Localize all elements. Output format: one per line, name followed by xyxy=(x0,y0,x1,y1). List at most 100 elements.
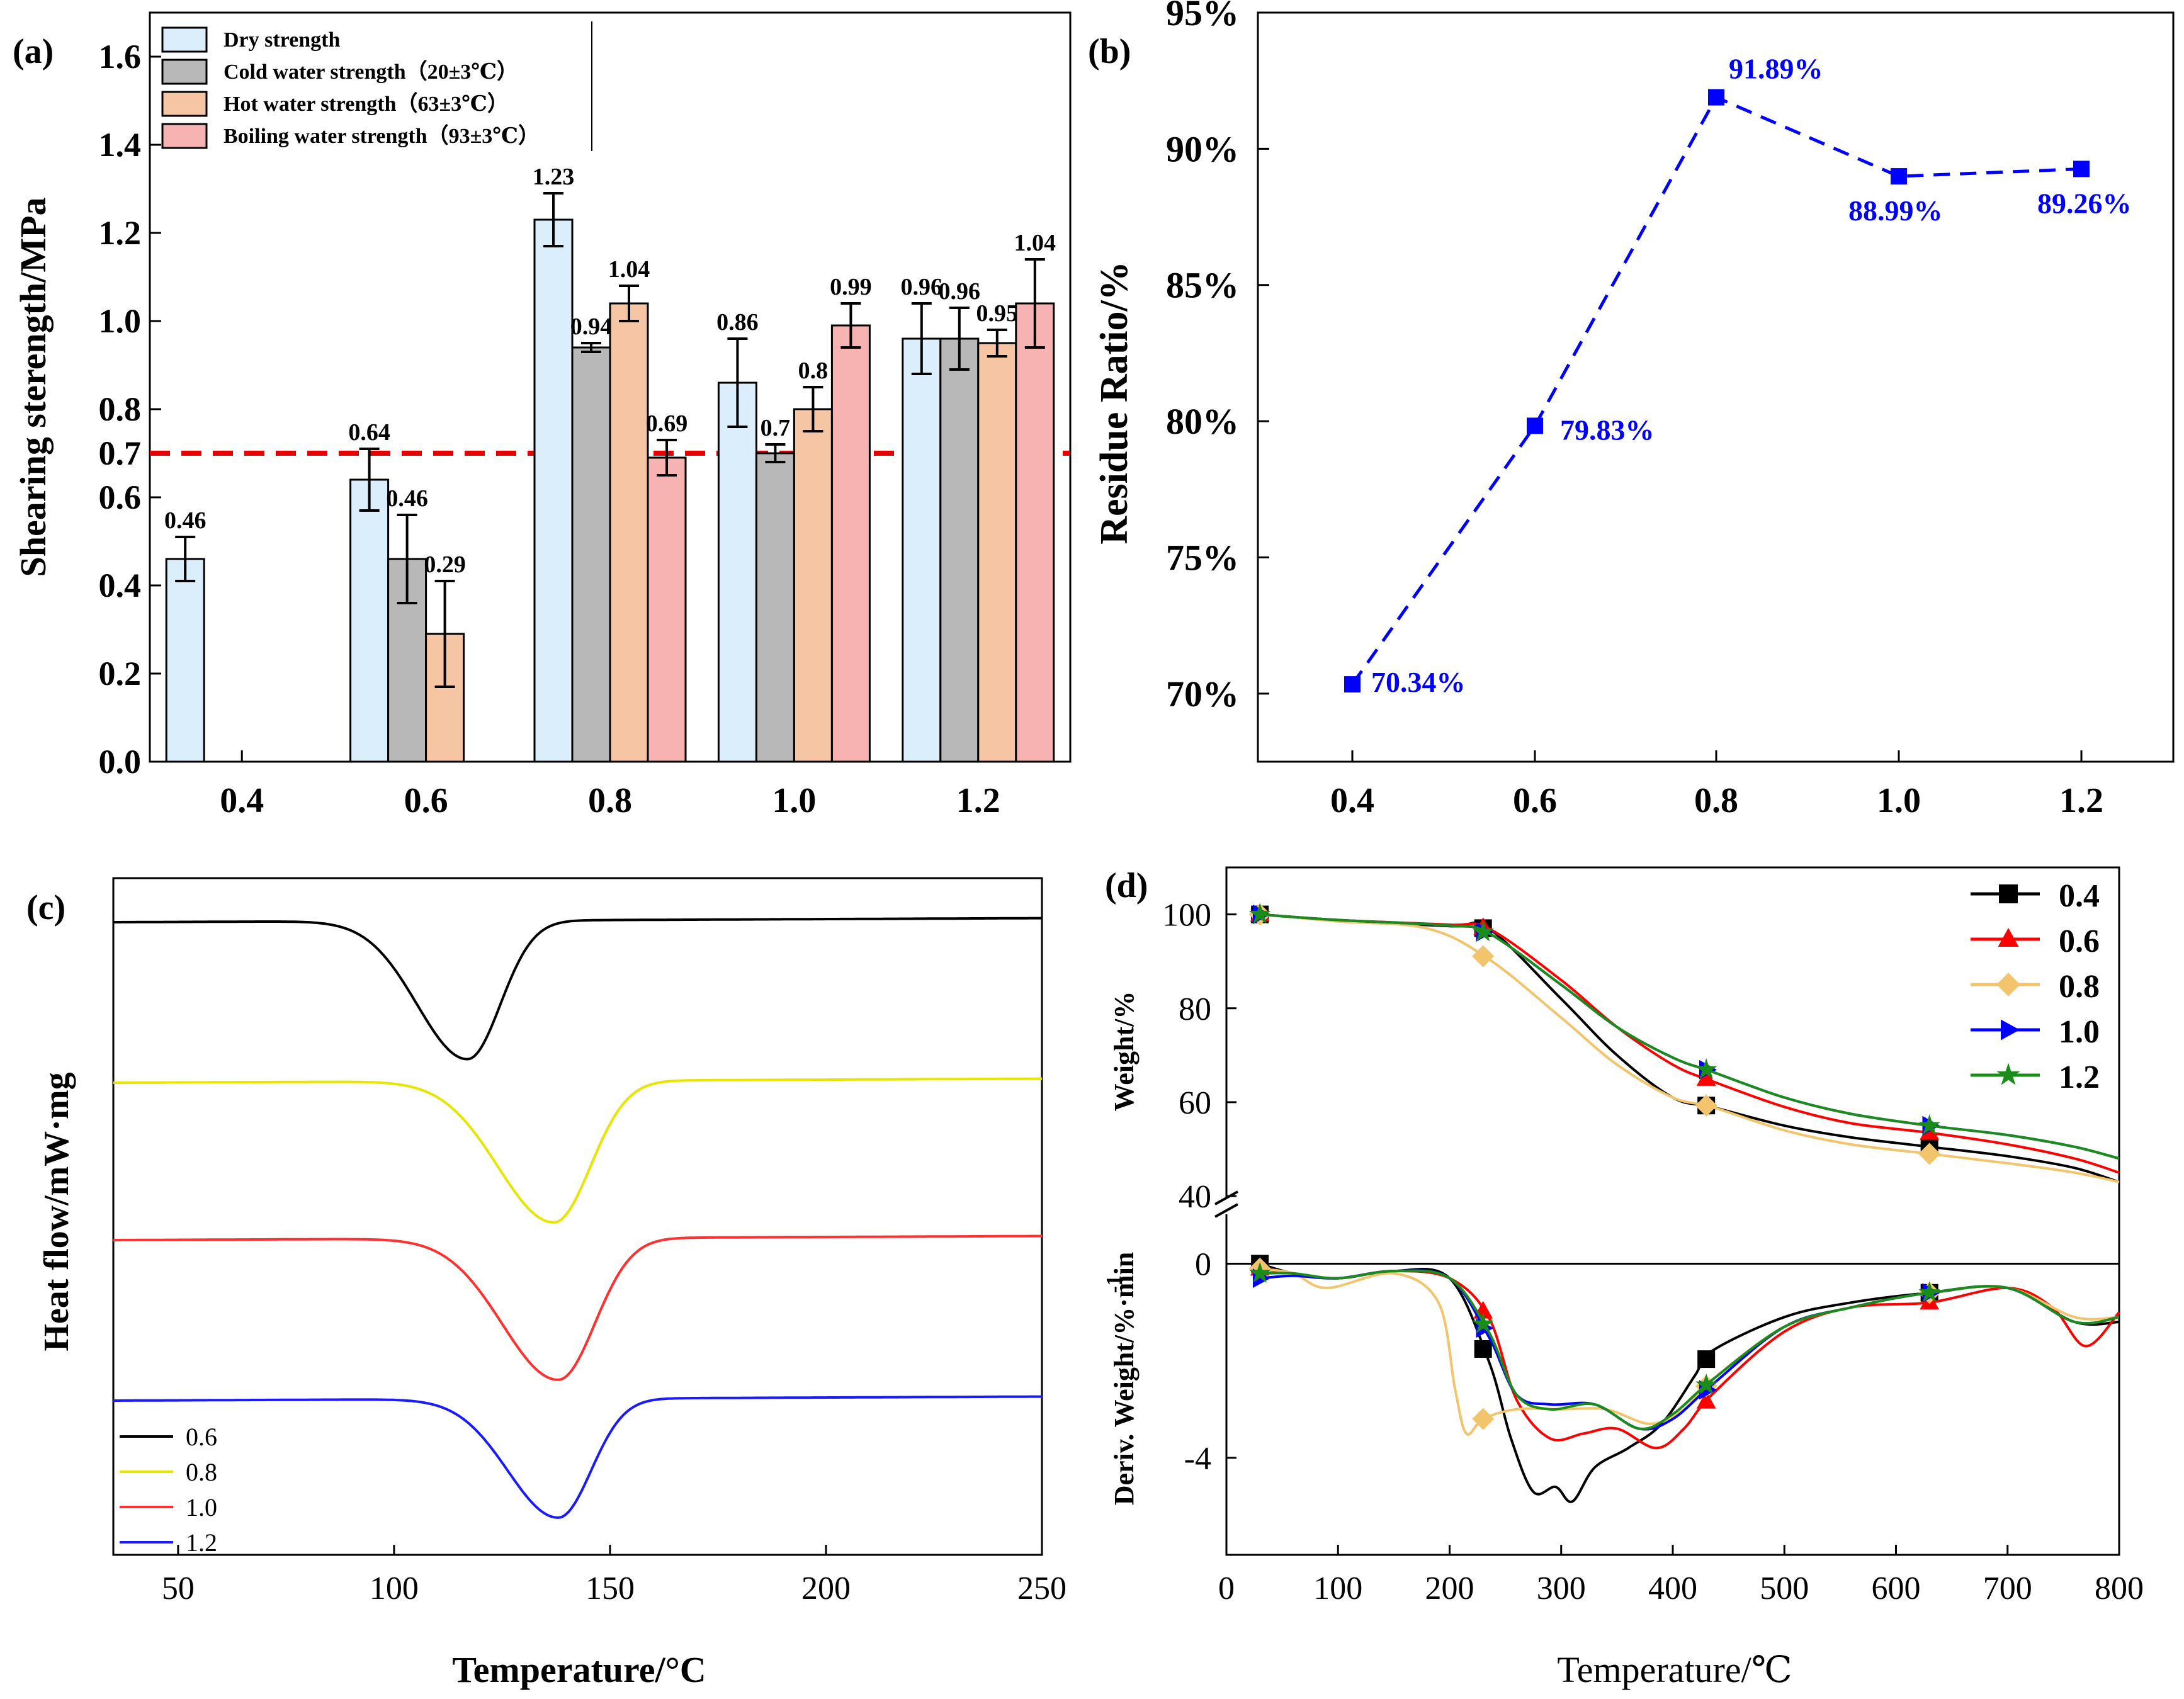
tga-marker xyxy=(1696,1068,1716,1086)
x-tick-label: 0 xyxy=(1218,1571,1235,1606)
legend-label: Dry strength xyxy=(223,28,340,52)
legend-label: 0.4 xyxy=(2059,878,2100,914)
bar-value-label: 0.96 xyxy=(901,274,943,300)
y-tick-label: 0.7 xyxy=(99,434,142,472)
panel-label: (b) xyxy=(1088,32,1131,71)
plot-frame xyxy=(112,877,1043,1556)
dtg-marker xyxy=(1697,1350,1716,1369)
y-tick-label: 80% xyxy=(1166,401,1239,442)
legend-label: 1.0 xyxy=(186,1493,217,1521)
bar xyxy=(755,452,795,763)
y-tick-label: 0 xyxy=(1195,1247,1211,1283)
data-point xyxy=(2073,161,2090,178)
y-tick-label: 1.4 xyxy=(99,126,142,164)
legend-label: Boiling water strength（93±3℃） xyxy=(223,123,540,148)
bar xyxy=(793,408,833,763)
x-tick-label: 0.8 xyxy=(588,781,632,820)
y-axis-label: Shearing sterength/MPa xyxy=(13,197,54,577)
panel-label: (d) xyxy=(1105,866,1148,905)
panel-label: (a) xyxy=(13,32,54,71)
x-tick-label: 200 xyxy=(1425,1571,1474,1606)
bar xyxy=(717,381,757,763)
legend-label: 1.2 xyxy=(186,1528,217,1557)
dsc-curve xyxy=(113,1234,1043,1381)
tga-curve xyxy=(1260,913,2120,1160)
y-tick-label: 0.2 xyxy=(99,655,142,692)
legend-marker xyxy=(1999,884,2018,903)
data-label: 88.99% xyxy=(1848,195,1943,227)
y-tick-label: 40 xyxy=(1179,1179,1211,1215)
bar xyxy=(977,342,1017,763)
bar xyxy=(533,218,574,763)
legend-label: 0.8 xyxy=(2059,969,2100,1005)
legend-label: 1.2 xyxy=(2059,1059,2100,1095)
bar xyxy=(609,302,649,763)
bar-value-label: 0.99 xyxy=(830,274,872,300)
tga-marker xyxy=(1918,1143,1941,1165)
x-tick-label: 1.2 xyxy=(956,781,1000,820)
bar xyxy=(830,324,871,763)
y-tick-label: 60 xyxy=(1179,1085,1211,1121)
bar-value-label: 0.96 xyxy=(939,278,981,305)
data-label: 91.89% xyxy=(1729,53,1823,85)
bar-value-label: 0.64 xyxy=(348,419,390,446)
x-axis-label: Temperature/℃ xyxy=(1557,1649,1792,1690)
x-tick-label: 600 xyxy=(1872,1571,1921,1606)
dsc-curve xyxy=(113,1077,1043,1224)
tga-marker xyxy=(1248,903,1271,924)
x-tick-label: 100 xyxy=(370,1571,419,1606)
x-tick-label: 250 xyxy=(1017,1571,1067,1606)
x-tick-label: 1.0 xyxy=(1877,781,1921,820)
y-axis-label: Residue Ratio/% xyxy=(1093,261,1136,545)
x-tick-label: 50 xyxy=(162,1571,195,1606)
residue-ratio-line xyxy=(1350,95,2082,686)
y-tick-label: 1.6 xyxy=(99,38,142,76)
panel-c: (c) 50 100 150 200 250 Temperature/°C Heat flow… xyxy=(26,877,1067,1690)
x-tick-label: 0.8 xyxy=(1694,781,1738,820)
data-point xyxy=(1891,168,1907,185)
x-tick-label: 1.2 xyxy=(2059,781,2103,820)
bar xyxy=(165,558,205,763)
tga-curve xyxy=(1260,913,2120,1183)
bar-value-label: 1.23 xyxy=(533,164,575,190)
dtg-curve xyxy=(1259,1267,2120,1436)
dtg-marker xyxy=(1472,1312,1494,1333)
dtg-curve xyxy=(1260,1269,2120,1431)
legend-label: 0.8 xyxy=(186,1458,217,1486)
panel-label: (c) xyxy=(26,888,65,927)
y-axis-label-superscript: -1 xyxy=(1102,1275,1126,1293)
y-axis-label: Heat flow/mW·mg xyxy=(37,1072,76,1351)
bar xyxy=(349,478,390,763)
x-tick-label: 0.6 xyxy=(404,781,448,820)
legend-label: 0.6 xyxy=(2059,923,2100,959)
legend-marker xyxy=(1996,1063,2020,1085)
error-bar xyxy=(397,514,417,604)
dtg-curve xyxy=(1259,1267,2120,1450)
bar-value-label: 0.8 xyxy=(798,358,829,384)
data-label: 79.83% xyxy=(1560,414,1655,446)
error-bar xyxy=(581,342,601,353)
bar-value-label: 1.04 xyxy=(1014,230,1056,256)
error-bar xyxy=(727,337,748,428)
data-point xyxy=(1527,417,1543,434)
dtg-marker xyxy=(1248,1262,1271,1283)
error-bar xyxy=(840,302,861,349)
data-label: 89.26% xyxy=(2037,187,2132,219)
x-tick-label: 0.4 xyxy=(1330,781,1374,820)
dtg-marker xyxy=(1695,1374,1717,1394)
legend-marker xyxy=(2001,1019,2020,1041)
x-axis-label: Temperature/°C xyxy=(452,1649,706,1690)
y-tick-label: 70% xyxy=(1166,674,1239,714)
y-tick-label: 95% xyxy=(1166,0,1239,33)
error-bar xyxy=(1024,258,1045,349)
legend-marker xyxy=(1998,928,2019,947)
bar xyxy=(571,346,611,763)
dtg-marker xyxy=(1474,1340,1492,1358)
y-tick-label: 80 xyxy=(1179,991,1211,1027)
data-point xyxy=(1344,676,1361,693)
y-axis-label-bottom: Deriv. Weight/%·min xyxy=(1109,1252,1140,1506)
bar-value-label: 0.29 xyxy=(424,551,466,578)
x-tick-label: 700 xyxy=(1983,1571,2032,1606)
bar xyxy=(1015,302,1055,763)
